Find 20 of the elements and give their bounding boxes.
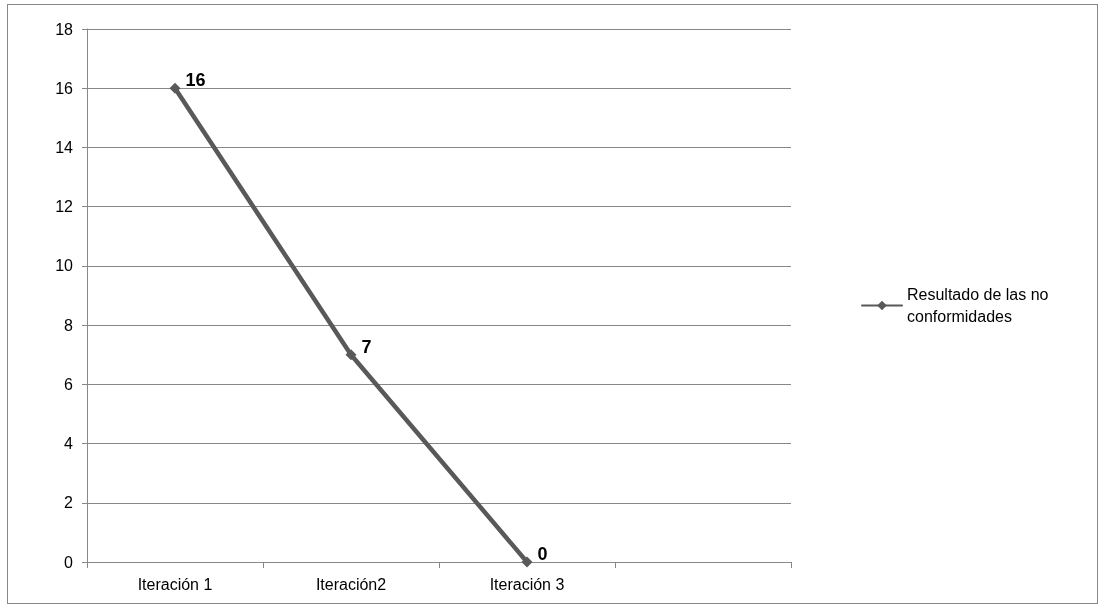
y-tick-label: 6 [64,375,74,393]
y-tick-label: 0 [64,553,74,571]
legend-label: Resultado de las no conformidades [907,286,1053,325]
data-label: 16 [185,70,206,91]
point [345,349,357,361]
y-tick-label: 10 [55,257,74,275]
point [521,556,533,568]
x-tick-label: Iteración 1 [137,575,213,593]
y-tick-label: 2 [64,494,74,512]
data-label: 7 [361,336,372,357]
y-tick-label: 18 [55,20,74,38]
point [169,82,181,94]
y-tick-label: 14 [55,138,74,156]
data-label: 0 [537,544,548,564]
y-tick-label: 4 [64,435,74,453]
x-tick-label: Iteración 3 [489,575,565,593]
y-tick-label: 12 [55,198,74,216]
y-tick-label: 8 [64,316,74,334]
x-tick-label: Iteración2 [315,575,387,593]
y-tick-label: 16 [55,79,74,97]
